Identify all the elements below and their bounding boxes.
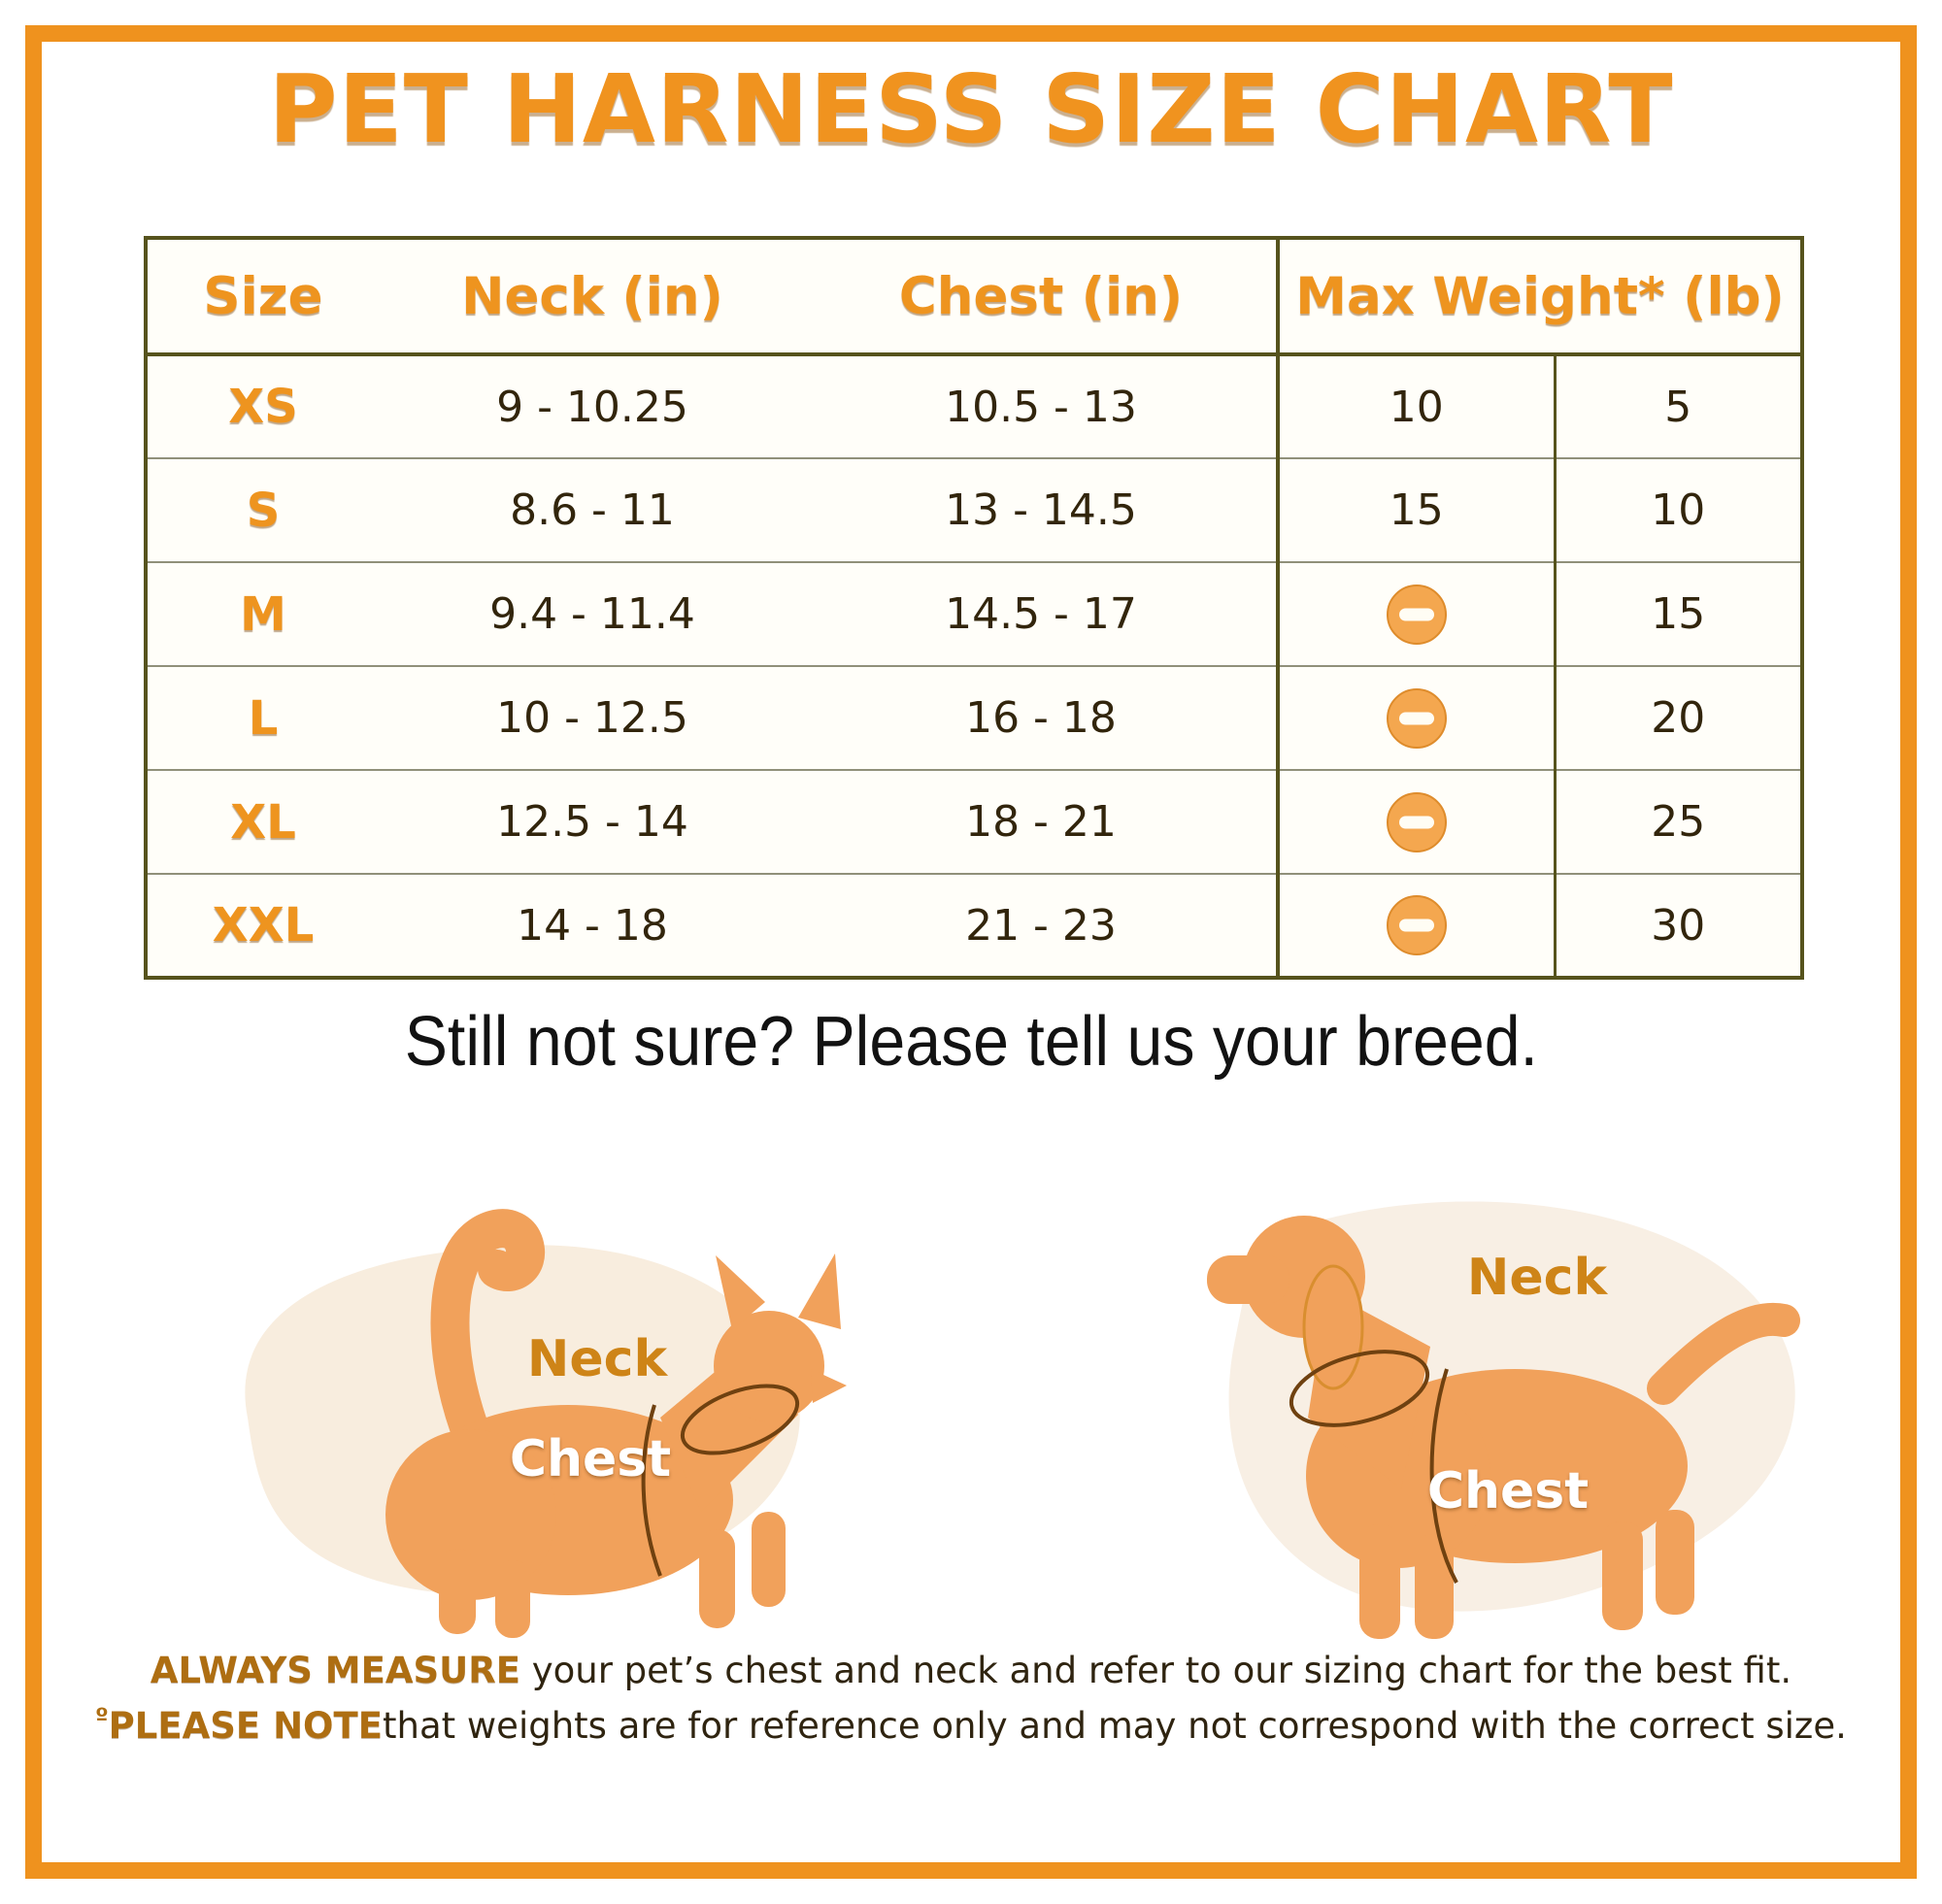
dog-neck-label: Neck — [1467, 1249, 1609, 1307]
subtitle-text: Still not sure? Please tell us your bree… — [404, 1003, 1538, 1081]
header-neck: Neck (in) — [379, 238, 806, 356]
size-chart-table: Size Neck (in) Chest (in) Max Weight* (l… — [144, 236, 1804, 980]
note-2-asterisk: º — [95, 1704, 109, 1732]
note-2-emphasis: PLEASE NOTE — [108, 1705, 384, 1748]
header-size: Size — [146, 238, 379, 356]
note-1-emphasis: ALWAYS MEASURE — [150, 1650, 520, 1691]
note-line-1: ALWAYS MEASURE your pet’s chest and neck… — [0, 1643, 1942, 1698]
neck-cell: 14 - 18 — [379, 873, 806, 978]
size-cell: XS — [228, 380, 298, 434]
neck-cell: 8.6 - 11 — [379, 457, 806, 562]
dog-chest-measure-line — [1429, 1368, 1458, 1584]
table-row-s: S 8.6 - 11 13 - 14.5 15 10 — [146, 457, 1802, 562]
header-chest: Chest (in) — [806, 238, 1278, 356]
max-weight-col1-cell — [1276, 873, 1555, 978]
cat-tail — [430, 1209, 545, 1486]
dog-silhouette-icon — [1207, 1216, 1800, 1639]
table-row-l: L 10 - 12.5 16 - 18 20 — [146, 665, 1802, 770]
note-2-text: that weights are for reference only and … — [383, 1705, 1847, 1748]
dash-icon — [1386, 687, 1447, 749]
max-weight-col2-cell: 20 — [1553, 665, 1802, 770]
dash-icon — [1386, 895, 1447, 955]
chest-cell: 10.5 - 13 — [945, 382, 1137, 432]
size-cell: XL — [146, 769, 379, 874]
max-weight-col2-cell: 10 — [1553, 457, 1802, 562]
neck-cell: 9.4 - 11.4 — [379, 561, 806, 666]
footer-notes: ALWAYS MEASURE your pet’s chest and neck… — [0, 1643, 1942, 1754]
neck-cell: 12.5 - 14 — [379, 769, 806, 874]
neck-cell: 10 - 12.5 — [379, 665, 806, 770]
max-weight-col2-cell: 30 — [1553, 873, 1802, 978]
max-weight-col1-cell — [1276, 665, 1555, 770]
max-weight-col1-cell: 10 — [1276, 354, 1555, 458]
table-row-xxl: XXL 14 - 18 21 - 23 30 — [146, 873, 1802, 978]
chest-cell: 18 - 21 — [806, 769, 1278, 874]
max-weight-col1-cell — [1276, 769, 1555, 874]
cat-chest-measure-line — [641, 1404, 662, 1577]
dash-icon — [1386, 584, 1447, 645]
dash-icon — [1386, 791, 1447, 852]
size-cell: S — [146, 457, 379, 562]
dog-tail — [1647, 1302, 1800, 1405]
cat-neck-measure-ring — [680, 1384, 800, 1455]
chest-cell: 21 - 23 — [806, 873, 1278, 978]
neck-cell: 9 - 10.25 — [496, 382, 688, 432]
table-row-xs: XS 9 - 10.25 10.5 - 13 10 5 — [146, 354, 1802, 458]
header-row: Size Neck (in) Chest (in) Max Weight* (l… — [146, 238, 1802, 356]
table-row-m: M 9.4 - 11.4 14.5 - 17 15 — [146, 561, 1802, 666]
max-weight-col2-cell: 25 — [1553, 769, 1802, 874]
size-cell: XXL — [146, 873, 379, 978]
header-max-weight: Max Weight* (lb) — [1276, 238, 1802, 356]
size-cell: L — [146, 665, 379, 770]
dog-measurement-diagram: Neck Chest — [1207, 1201, 1800, 1639]
cat-neck-label: Neck — [527, 1330, 669, 1388]
page-title: PET HARNESS SIZE CHART — [268, 54, 1674, 164]
size-cell: M — [146, 561, 379, 666]
max-weight-col1-cell — [1276, 561, 1555, 666]
chest-cell: 14.5 - 17 — [806, 561, 1278, 666]
dog-chest-label: Chest — [1427, 1462, 1589, 1520]
max-weight-col2-cell: 15 — [1553, 561, 1802, 666]
chest-cell: 13 - 14.5 — [806, 457, 1278, 562]
table-row-xl: XL 12.5 - 14 18 - 21 25 — [146, 769, 1802, 874]
note-line-2: ºPLEASE NOTEthat weights are for referen… — [0, 1698, 1942, 1754]
max-weight-col1-cell: 15 — [1276, 457, 1555, 562]
subtitle: Still not sure? Please tell us your bree… — [0, 1002, 1942, 1082]
cat-chest-label: Chest — [510, 1430, 671, 1488]
max-weight-col2-cell: 5 — [1553, 354, 1802, 458]
cat-measurement-diagram: Neck Chest — [245, 1209, 847, 1638]
note-1-text: your pet’s chest and neck and refer to o… — [519, 1650, 1792, 1691]
chest-cell: 16 - 18 — [806, 665, 1278, 770]
dog-neck-measure-ring — [1289, 1350, 1430, 1427]
